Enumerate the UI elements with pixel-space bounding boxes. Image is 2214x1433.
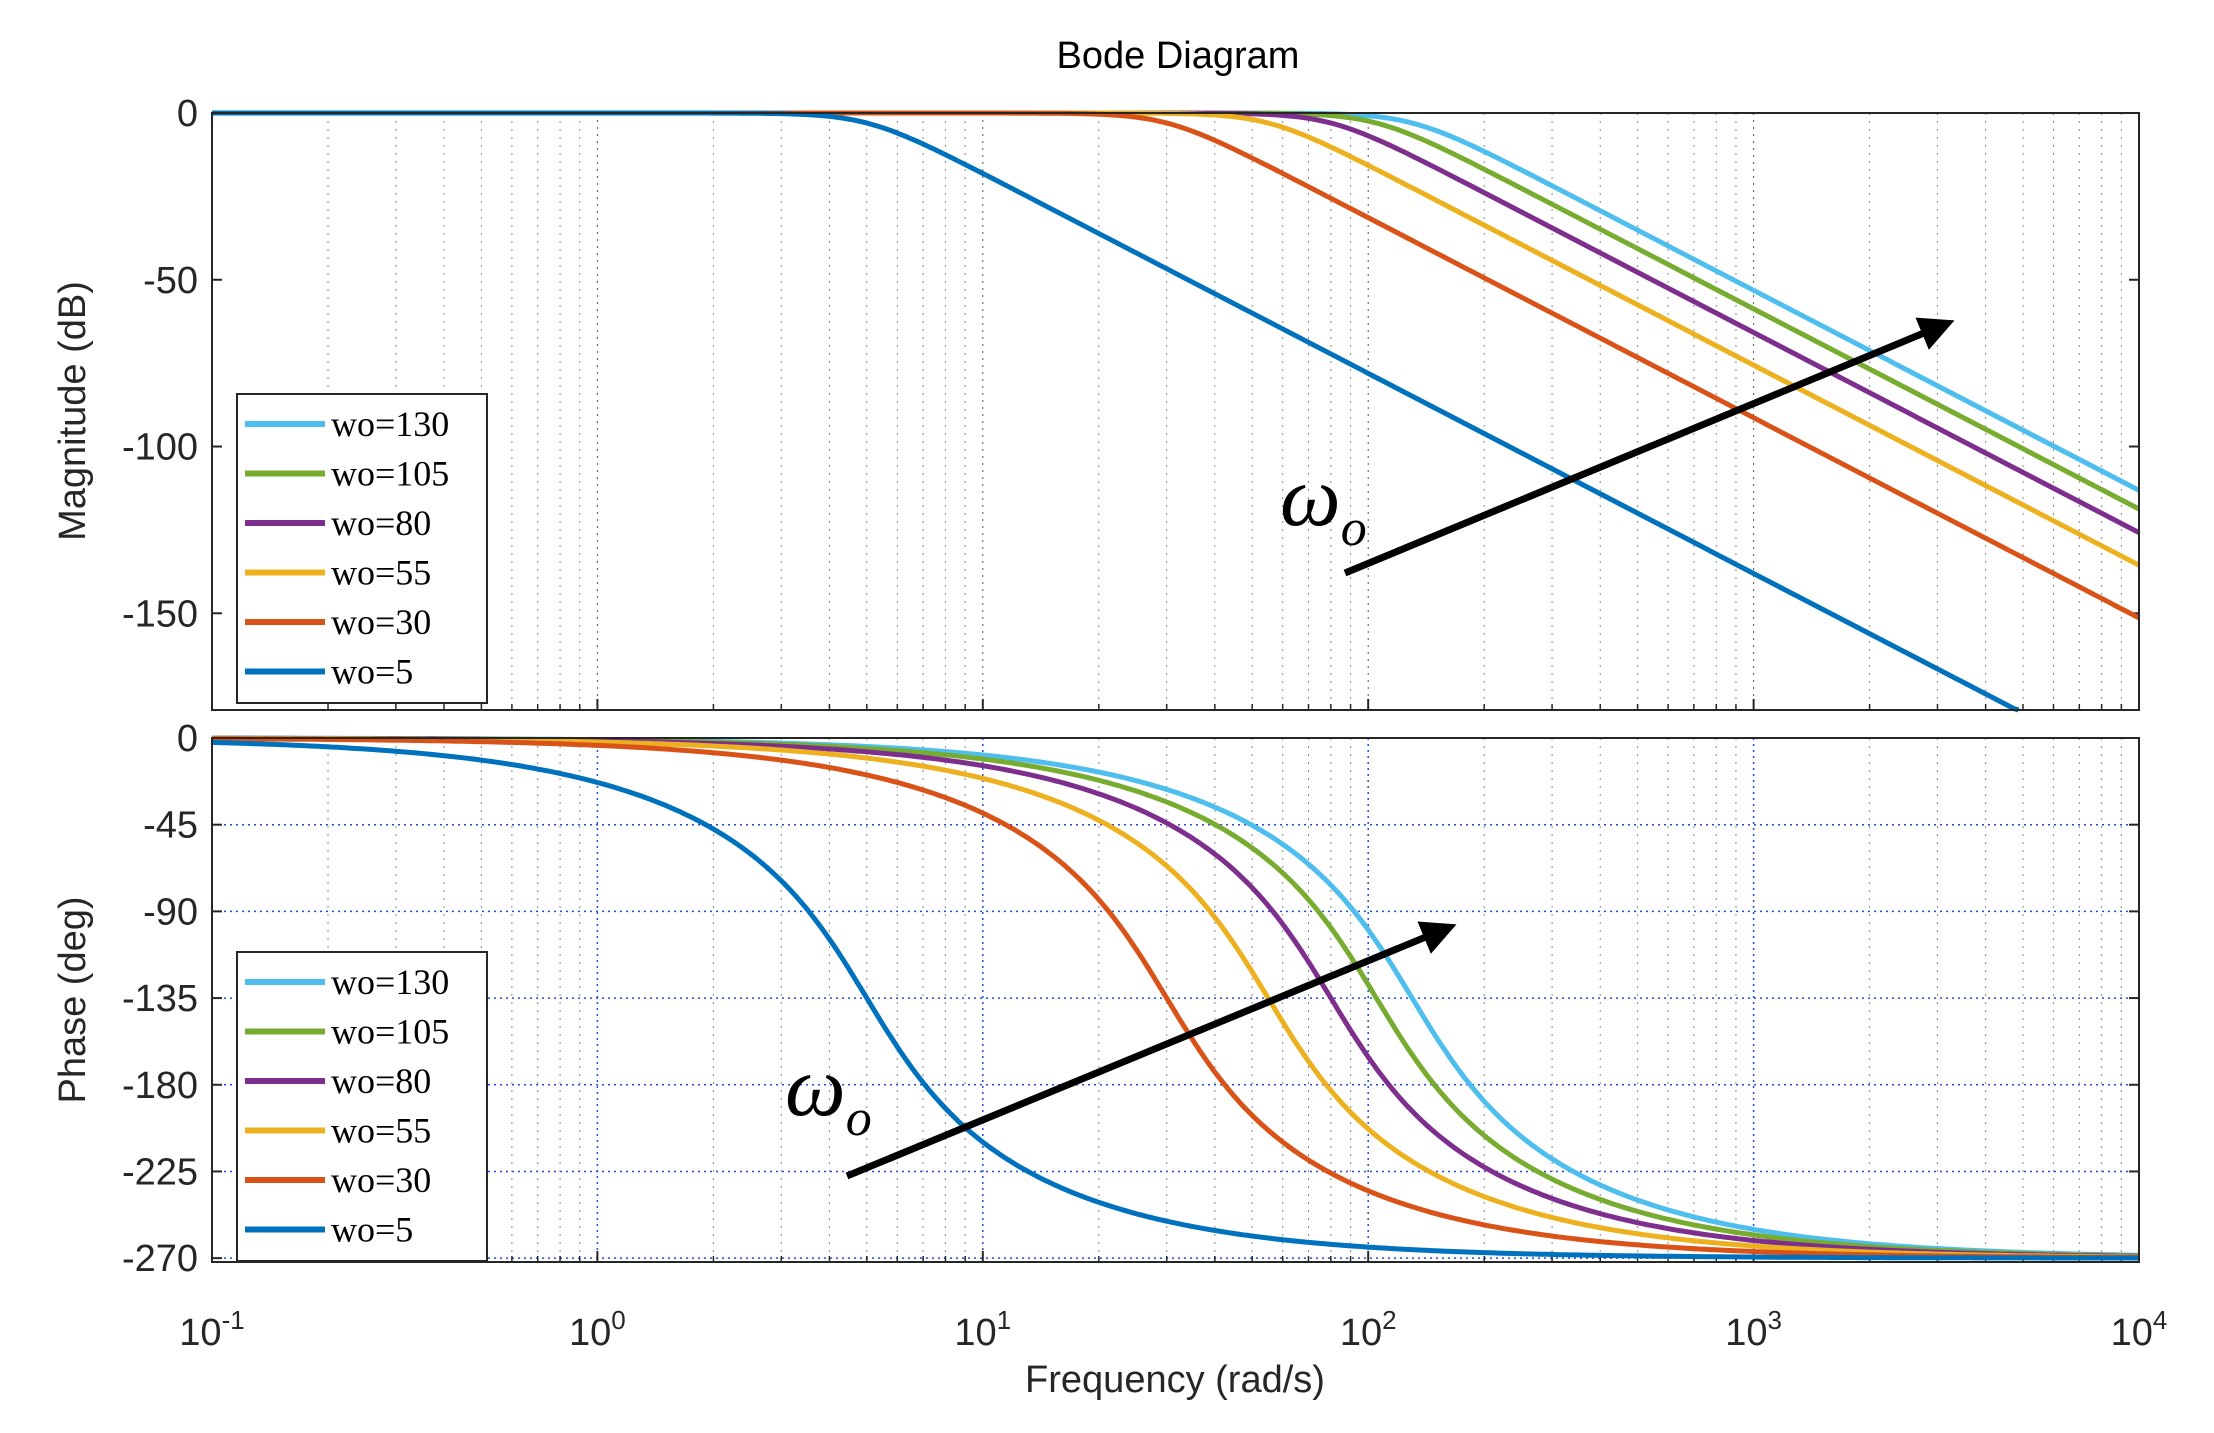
phase-axes	[212, 738, 2139, 1262]
magnitude-axes	[212, 113, 2139, 710]
legend-label-wo-80: wo=80	[331, 1061, 431, 1101]
series-line-wo-30	[211, 736, 2139, 1260]
x-tick-base: 10	[569, 1312, 611, 1354]
y-tick-label: -180	[122, 1065, 198, 1107]
phase-y-ticks: 0 -45 -90 -135 -180 -225 -270	[122, 718, 2140, 1280]
legend-label-wo-105: wo=105	[331, 1012, 449, 1052]
legend-label-wo-105: wo=105	[331, 454, 449, 494]
y-tick-label: -135	[122, 978, 198, 1020]
y-tick-label: -90	[143, 891, 198, 933]
x-tick-exponent: -1	[222, 1305, 245, 1335]
y-tick-label: -100	[122, 427, 198, 469]
x-tick-exponent: 2	[1382, 1305, 1396, 1335]
legend-label-wo-5: wo=5	[331, 1210, 413, 1250]
legend-label-wo-130: wo=130	[331, 962, 449, 1002]
y-tick-label: -225	[122, 1151, 198, 1193]
y-tick-label: -150	[122, 593, 198, 635]
y-tick-label: 0	[177, 718, 198, 760]
phase-axes-frame	[211, 737, 2140, 1263]
x-tick-base: 10	[2111, 1312, 2153, 1354]
magnitude-grid	[211, 113, 2140, 710]
phase-wo-arrow	[845, 921, 1457, 1180]
x-tick-label: 100	[569, 1305, 626, 1354]
magnitude-ylabel: Magnitude (dB)	[52, 281, 94, 541]
legend-label-wo-130: wo=130	[331, 404, 449, 444]
x-tick-label: 10-1	[179, 1305, 244, 1354]
x-tick-label: 104	[2111, 1305, 2168, 1354]
y-tick-label: -45	[143, 805, 198, 847]
x-tick-base: 10	[179, 1312, 221, 1354]
magnitude-omega-annotation: ωo	[1280, 448, 1367, 557]
x-tick-exponent: 1	[997, 1305, 1011, 1335]
legend-box	[236, 951, 488, 1262]
phase-series	[211, 735, 2140, 1261]
magnitude-axes-frame	[211, 112, 2140, 711]
x-tick-base: 10	[954, 1312, 996, 1354]
magnitude-wo-arrow	[1343, 317, 1955, 577]
legend-label-wo-55: wo=55	[331, 553, 431, 593]
y-tick-label: -50	[143, 260, 198, 302]
legend-label-wo-55: wo=55	[331, 1111, 431, 1151]
x-tick-exponent: 3	[1768, 1305, 1782, 1335]
x-tick-label: 101	[954, 1305, 1011, 1354]
phase-omega-annotation: ωo	[785, 1038, 872, 1147]
x-tick-base: 10	[1725, 1312, 1767, 1354]
legend-box	[236, 393, 488, 704]
legend-label-wo-5: wo=5	[331, 652, 413, 692]
chart-title: Bode Diagram	[1057, 35, 1300, 77]
x-tick-exponent: 4	[2153, 1305, 2167, 1335]
phase-ylabel: Phase (deg)	[52, 896, 94, 1103]
phase-legend: wo=130 wo=105 wo=80 wo=55 wo=30 wo=5	[236, 951, 488, 1262]
legend-label-wo-80: wo=80	[331, 503, 431, 543]
x-tick-exponent: 0	[611, 1305, 625, 1335]
x-tick-base: 10	[1340, 1312, 1382, 1354]
y-tick-label: -270	[122, 1238, 198, 1280]
x-axis-ticks: 10-1 100 101 102 103 104	[179, 1305, 2167, 1354]
legend-label-wo-30: wo=30	[331, 602, 431, 642]
x-tick-label: 103	[1725, 1305, 1782, 1354]
legend-label-wo-30: wo=30	[331, 1160, 431, 1200]
series-line-wo-5	[211, 739, 2139, 1261]
magnitude-legend: wo=130 wo=105 wo=80 wo=55 wo=30 wo=5	[236, 393, 488, 704]
y-tick-label: 0	[177, 93, 198, 135]
x-tick-label: 102	[1340, 1305, 1397, 1354]
x-axis-label: Frequency (rad/s)	[1025, 1359, 1325, 1401]
magnitude-y-ticks: 0 -50 -100 -150	[122, 93, 2140, 710]
